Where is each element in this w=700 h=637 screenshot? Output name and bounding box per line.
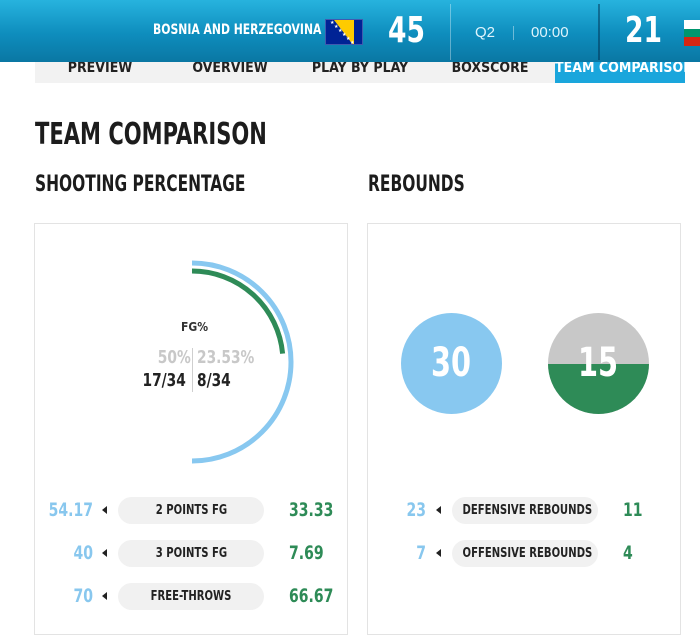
caret-left-icon [436, 506, 441, 514]
stat-label-pill: 3 POINTS FG [118, 540, 264, 567]
stat-label-pill: OFFENSIVE REBOUNDS [452, 540, 598, 567]
page-title: TEAM COMPARISON [35, 117, 267, 152]
tab-boxscore[interactable]: BOXSCORE [451, 60, 529, 76]
divider [513, 26, 514, 40]
home-fg-percent: 50% [157, 347, 191, 368]
divider [598, 4, 600, 60]
caret-left-icon [436, 549, 441, 557]
away-ft-pct: 66.67 [289, 585, 334, 607]
away-rebounds-total: 15 [578, 340, 619, 386]
away-offensive-rebounds: 4 [623, 542, 633, 564]
divider [450, 4, 451, 60]
fg-gauge [191, 260, 294, 464]
tab-play-by-play[interactable]: PLAY BY PLAY [311, 60, 409, 76]
bulgaria-flag-icon [684, 20, 700, 46]
home-offensive-rebounds: 7 [416, 542, 426, 564]
home-fg-made: 17/34 [142, 370, 186, 391]
stat-row-2pt: 54.17 2 POINTS FG 33.33 [35, 497, 349, 525]
away-2pt-pct: 33.33 [289, 499, 334, 521]
game-clock: 00:00 [531, 24, 569, 41]
divider [192, 348, 193, 392]
stat-label-pill: DEFENSIVE REBOUNDS [452, 497, 598, 524]
fg-gauge-away-arc [191, 268, 286, 354]
shooting-section-title: SHOOTING PERCENTAGE [35, 172, 246, 197]
stat-row-3pt: 40 3 POINTS FG 7.69 [35, 540, 349, 568]
rebounds-panel: 30 15 23 DEFENSIVE REBOUNDS 11 7 OFFENSI… [367, 223, 681, 635]
rebounds-section-title: REBOUNDS [368, 172, 465, 197]
quarter-indicator: Q2 [475, 24, 496, 41]
shooting-panel: FG% 50% 23.53% 17/34 8/34 54.17 2 POINTS… [34, 223, 348, 635]
caret-left-icon [102, 506, 107, 514]
tab-preview[interactable]: PREVIEW [67, 60, 133, 76]
bosnia-flag-icon: ★ ★ ★ ★ ★ ★ [325, 19, 363, 45]
stat-label-pill: FREE-THROWS [118, 583, 264, 610]
scoreboard-header: BOSNIA AND HERZEGOVINA ★ ★ ★ ★ ★ ★ 45 Q2… [0, 0, 700, 62]
stat-row-offensive-rebounds: 7 OFFENSIVE REBOUNDS 4 [368, 540, 682, 568]
caret-left-icon [102, 592, 107, 600]
away-score: 21 [625, 10, 662, 51]
away-rebounds-fill [548, 363, 649, 414]
stat-row-ft: 70 FREE-THROWS 66.67 [35, 583, 349, 611]
caret-left-icon [102, 549, 107, 557]
home-defensive-rebounds: 23 [406, 499, 426, 521]
away-fg-made: 8/34 [197, 370, 231, 391]
away-3pt-pct: 7.69 [289, 542, 324, 564]
fg-gauge-home-arc [191, 260, 294, 464]
home-score: 45 [388, 10, 425, 51]
away-rebounds-circle: 15 [548, 313, 649, 414]
stat-row-defensive-rebounds: 23 DEFENSIVE REBOUNDS 11 [368, 497, 682, 525]
tab-overview[interactable]: OVERVIEW [192, 60, 268, 76]
home-rebounds-total: 30 [431, 340, 472, 386]
home-2pt-pct: 54.17 [48, 499, 93, 521]
away-defensive-rebounds: 11 [623, 499, 643, 521]
away-fg-percent: 23.53% [197, 347, 255, 368]
home-3pt-pct: 40 [73, 542, 93, 564]
home-team-name: BOSNIA AND HERZEGOVINA [153, 22, 322, 38]
stat-label-pill: 2 POINTS FG [118, 497, 264, 524]
home-rebounds-circle: 30 [401, 313, 502, 414]
fg-label: FG% [181, 320, 209, 334]
home-ft-pct: 70 [73, 585, 93, 607]
